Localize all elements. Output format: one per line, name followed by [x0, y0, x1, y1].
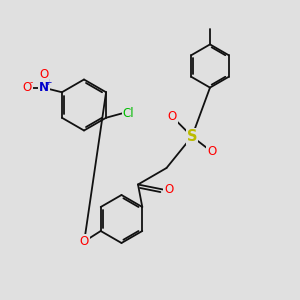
Text: N: N: [39, 81, 49, 94]
Text: O: O: [164, 183, 173, 196]
Text: O: O: [23, 81, 32, 94]
Text: O: O: [168, 110, 177, 124]
Text: O: O: [39, 68, 49, 81]
Text: Cl: Cl: [123, 107, 134, 120]
Text: +: +: [44, 78, 52, 87]
Text: O: O: [207, 145, 216, 158]
Text: -: -: [30, 78, 33, 87]
Text: S: S: [187, 129, 197, 144]
Text: O: O: [80, 235, 89, 248]
